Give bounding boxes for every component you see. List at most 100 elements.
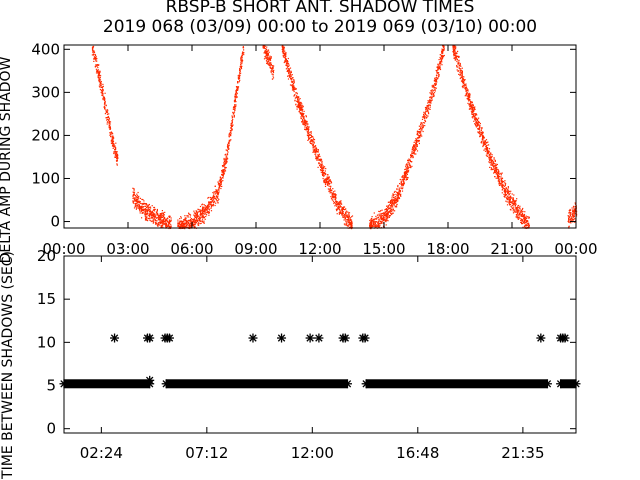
top-data-point: [471, 108, 473, 110]
top-data-point: [441, 54, 443, 56]
top-data-point: [459, 62, 461, 65]
top-data-point: [393, 202, 395, 204]
top-data-point: [272, 65, 274, 67]
top-data-point: [433, 85, 435, 87]
top-data-point: [309, 137, 312, 139]
top-data-point: [389, 215, 391, 217]
top-data-point: [522, 215, 524, 218]
top-data-point: [473, 114, 475, 116]
top-data-point: [312, 137, 315, 139]
top-data-point: [163, 223, 165, 225]
top-data-point: [141, 205, 143, 207]
top-data-point: [413, 148, 415, 150]
top-data-point: [454, 53, 456, 55]
top-data-point: [224, 164, 226, 166]
top-data-point: [506, 199, 508, 201]
top-data-point: [200, 214, 202, 216]
top-data-point: [432, 92, 434, 94]
top-data-point: [271, 73, 273, 75]
top-data-point: [392, 200, 394, 202]
top-data-point: [332, 193, 334, 195]
top-data-point: [425, 117, 428, 119]
top-data-point: [156, 223, 158, 225]
top-data-point: [387, 201, 389, 203]
top-data-point: [369, 219, 371, 222]
top-data-point: [339, 204, 341, 206]
top-data-point: [224, 166, 226, 168]
top-data-point: [96, 64, 98, 66]
top-data-point: [283, 53, 286, 55]
top-data-point: [399, 194, 402, 196]
top-data-point: [381, 212, 383, 215]
top-data-point: [162, 214, 164, 216]
top-data-point: [221, 173, 223, 175]
top-data-point: [438, 75, 440, 77]
top-data-point: [145, 216, 147, 218]
top-data-point: [388, 204, 390, 206]
top-data-point: [377, 222, 379, 224]
top-data-point: [375, 225, 377, 227]
top-data-point: [267, 49, 270, 51]
top-data-point: [507, 197, 509, 199]
bottom-y-tick-label: 10: [37, 333, 56, 351]
top-data-point: [293, 89, 295, 91]
top-data-point: [463, 76, 465, 78]
top-data-point: [115, 155, 117, 157]
top-data-point: [465, 87, 467, 89]
top-data-point: [202, 206, 204, 208]
top-data-point: [145, 219, 147, 221]
top-data-point: [310, 132, 312, 134]
top-data-point: [288, 71, 290, 73]
top-data-point: [400, 193, 402, 195]
top-series-arc-2: [177, 46, 245, 230]
top-data-point: [196, 212, 198, 214]
top-data-point: [494, 159, 496, 161]
top-data-point: [326, 183, 329, 185]
bottom-baseline-marker: [161, 379, 171, 389]
top-data-point: [196, 219, 199, 222]
top-data-point: [427, 100, 429, 102]
top-data-point: [201, 208, 203, 210]
top-data-point: [148, 207, 150, 209]
top-data-point: [402, 175, 404, 177]
top-data-point: [501, 182, 503, 184]
top-data-point: [398, 197, 400, 199]
top-data-point: [339, 212, 341, 214]
top-data-point: [236, 93, 238, 95]
top-data-point: [513, 208, 515, 210]
top-data-point: [525, 217, 527, 219]
top-data-point: [574, 209, 576, 211]
top-data-point: [326, 177, 328, 180]
top-data-point: [232, 111, 234, 113]
top-data-point: [322, 177, 324, 180]
top-data-point: [232, 116, 234, 118]
top-data-point: [348, 218, 350, 221]
bottom-data-point: [110, 333, 120, 343]
top-data-point: [212, 192, 214, 194]
top-data-point: [203, 209, 206, 211]
top-data-point: [421, 129, 423, 131]
top-data-point: [241, 54, 243, 56]
top-data-point: [478, 124, 480, 126]
top-data-point: [97, 74, 99, 77]
top-data-point: [341, 210, 343, 213]
top-data-point: [506, 204, 509, 206]
top-data-point: [335, 196, 337, 199]
top-data-point: [92, 52, 94, 54]
top-data-point: [472, 104, 474, 106]
top-data-point: [325, 173, 327, 175]
top-data-point: [166, 220, 168, 222]
top-data-point: [347, 225, 349, 227]
top-data-point: [396, 197, 398, 199]
top-data-point: [199, 205, 202, 208]
top-data-point: [395, 199, 398, 201]
top-data-point: [156, 210, 158, 212]
top-data-point: [326, 176, 328, 178]
top-data-point: [230, 127, 232, 129]
top-data-point: [322, 169, 324, 172]
top-data-point: [341, 208, 343, 210]
top-data-point: [210, 210, 213, 212]
top-data-point: [475, 121, 477, 123]
top-data-point: [509, 201, 511, 203]
top-data-point: [199, 218, 202, 220]
